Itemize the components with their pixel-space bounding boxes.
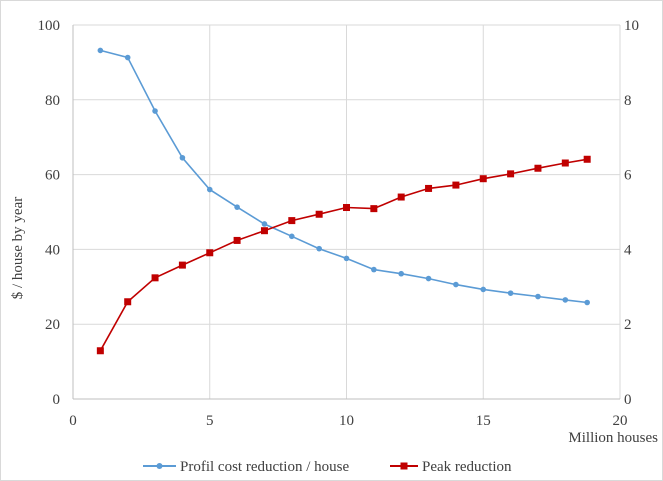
legend-marker-profil-cost — [156, 463, 163, 469]
data-point — [584, 299, 590, 306]
data-point — [561, 159, 569, 167]
data-point — [507, 170, 515, 178]
gridlines — [73, 24, 621, 399]
y-tick-label: 60 — [45, 168, 60, 184]
x-tick-label: 10 — [339, 413, 354, 429]
data-point — [178, 261, 186, 269]
legend-marker-peak-reduction — [400, 462, 408, 470]
data-point — [452, 181, 460, 189]
data-point — [261, 221, 268, 227]
y2-tick-label: 0 — [624, 392, 632, 408]
data-point — [179, 154, 186, 161]
data-point — [260, 227, 268, 235]
plot-series — [96, 47, 591, 355]
data-point — [534, 164, 542, 172]
series-peak-reduction — [96, 155, 591, 355]
x-tick-label: 0 — [69, 413, 77, 429]
x-tick-label: 15 — [476, 413, 491, 429]
data-point — [233, 236, 241, 244]
y-tick-label: 20 — [45, 317, 60, 333]
legend: Profil cost reduction / house Peak reduc… — [143, 459, 512, 475]
data-point — [480, 286, 487, 293]
data-point — [535, 293, 541, 300]
data-point — [152, 108, 158, 114]
data-point — [507, 290, 514, 296]
x-tick-label: 5 — [206, 413, 214, 429]
data-point — [425, 275, 432, 282]
y2-tick-label: 6 — [624, 168, 632, 184]
y2-tick-label: 4 — [624, 242, 632, 258]
data-point — [97, 47, 104, 54]
y-tick-label: 100 — [38, 18, 61, 34]
data-point — [316, 245, 322, 252]
data-point — [206, 249, 214, 257]
data-point — [343, 255, 350, 262]
y-tick-label: 80 — [45, 93, 60, 109]
data-point — [206, 186, 213, 193]
data-point — [289, 233, 295, 240]
data-point — [96, 347, 104, 355]
data-point — [124, 298, 132, 306]
x-axis-title: Million houses — [568, 430, 658, 446]
legend-label-peak-reduction: Peak reduction — [422, 459, 512, 475]
data-point — [370, 205, 378, 213]
data-point — [398, 270, 405, 277]
data-point — [288, 217, 296, 225]
y-tick-label: 0 — [53, 392, 61, 408]
legend-label-profil-cost: Profil cost reduction / house — [180, 459, 349, 475]
data-point — [234, 204, 240, 210]
data-point — [397, 193, 405, 201]
data-point — [343, 204, 350, 212]
data-point — [124, 54, 131, 61]
y-tick-label: 40 — [45, 242, 60, 258]
data-point — [583, 155, 591, 163]
data-point — [453, 281, 459, 288]
y-axis-title: $ / house by year — [10, 197, 26, 299]
y2-tick-label: 2 — [624, 317, 632, 333]
data-point — [562, 297, 569, 303]
y2-tick-label: 10 — [624, 18, 639, 34]
series-profil-cost — [97, 47, 590, 306]
data-point — [151, 274, 159, 282]
y2-tick-label: 8 — [624, 93, 632, 109]
data-point — [479, 175, 487, 183]
data-point — [425, 184, 433, 192]
x-tick-label: 20 — [613, 413, 628, 429]
data-point — [315, 210, 323, 218]
data-point — [371, 266, 377, 273]
